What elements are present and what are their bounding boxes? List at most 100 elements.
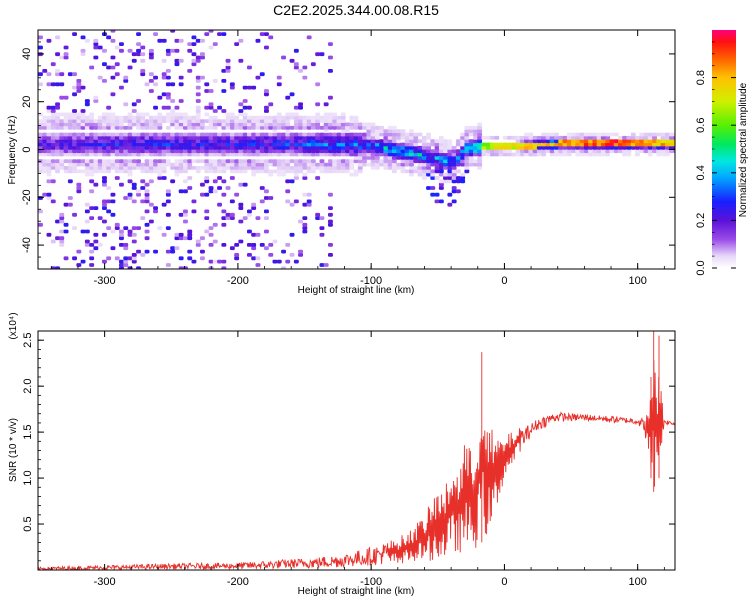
spectrogram-cell	[251, 159, 257, 164]
spectrogram-cell	[417, 149, 423, 154]
spectrogram-cell	[579, 132, 585, 137]
spectrogram-cell	[131, 256, 137, 261]
spectrogram-cell	[42, 169, 48, 174]
spectrogram-cell	[84, 115, 90, 120]
spectrogram-cell	[647, 142, 653, 147]
spectrogram-cell	[97, 119, 103, 123]
spectrogram-cell	[119, 135, 124, 140]
spectrogram-cell	[656, 142, 662, 147]
spectrogram-cell	[161, 169, 167, 174]
spectrogram-cell	[144, 169, 150, 174]
spectrogram-cell	[664, 135, 670, 140]
spectrogram-cell	[272, 159, 278, 164]
spectrogram-cell	[383, 145, 389, 150]
spectrogram-cell	[366, 145, 372, 150]
spectrogram-cell	[72, 112, 77, 117]
spectrogram-cell	[242, 125, 248, 130]
spectrogram-cell	[566, 139, 572, 144]
spectrogram-cell	[643, 145, 649, 150]
spectrogram-cell	[374, 132, 380, 137]
spectrogram-cell	[357, 149, 363, 154]
spectrogram-cell	[366, 129, 372, 133]
spectrogram-y-tick-label: -20	[21, 189, 33, 205]
spectrogram-cell	[370, 162, 376, 167]
spectrogram-cell	[460, 152, 466, 157]
spectrogram-cell	[63, 95, 69, 100]
spectrogram-cell	[229, 85, 235, 90]
spectrogram-cell	[524, 149, 529, 154]
spectrogram-cell	[562, 135, 568, 140]
spectrogram-cell	[349, 166, 355, 170]
spectrogram-cell	[264, 115, 269, 120]
spectrogram-cell	[400, 142, 406, 147]
spectrogram-cell	[357, 169, 363, 174]
spectrogram-cell	[259, 162, 265, 167]
spectrogram-cell	[42, 135, 48, 140]
spectrogram-cell	[131, 162, 137, 167]
spectrogram-cell	[362, 135, 367, 140]
spectrogram-cell	[80, 159, 86, 164]
spectrogram-cell	[191, 115, 197, 120]
spectrogram-cell	[387, 145, 393, 150]
spectrogram-cell	[247, 253, 252, 257]
spectrogram-cell	[293, 62, 299, 67]
spectrogram-cell	[89, 169, 95, 174]
spectrogram-cell	[630, 132, 636, 137]
spectrogram-cell	[225, 152, 231, 157]
spectrogram-cell	[430, 186, 436, 190]
spectrogram-cell	[259, 132, 265, 137]
spectrogram-cell	[200, 135, 205, 140]
spectrogram-cell	[357, 162, 363, 167]
spectrogram-cell	[276, 75, 282, 80]
spectrogram-cell	[187, 119, 193, 123]
spectrogram-cell	[234, 149, 240, 154]
spectrogram-cell	[102, 166, 107, 170]
spectrogram-cell	[50, 112, 56, 117]
spectrogram-cell	[76, 149, 82, 154]
spectrogram-cell	[391, 149, 397, 154]
spectrogram-cell	[234, 142, 240, 147]
spectrogram-cell	[409, 166, 414, 170]
spectrogram-cell	[293, 159, 299, 164]
spectrogram-cell	[89, 256, 95, 261]
spectrogram-cell	[455, 159, 461, 164]
spectrogram-cell	[434, 139, 440, 144]
spectrogram-cell	[93, 246, 99, 251]
spectrogram-cell	[80, 169, 86, 174]
spectrogram-cell	[464, 149, 470, 154]
spectrogram-cell	[55, 135, 60, 140]
spectrogram-cell	[153, 119, 158, 123]
spectrogram-cell	[379, 149, 385, 154]
spectrogram-cell	[285, 132, 291, 137]
spectrogram-cell	[247, 145, 252, 150]
spectrogram-cell	[127, 152, 133, 157]
spectrogram-cell	[464, 156, 470, 160]
spectrogram-cell	[349, 135, 355, 140]
spectrogram-cell	[255, 75, 261, 80]
spectrogram-cell	[285, 179, 291, 184]
spectrogram-cell	[170, 139, 176, 144]
spectrogram-cell	[276, 169, 282, 174]
spectrogram-cell	[605, 139, 611, 144]
spectrogram-cell	[319, 132, 325, 137]
spectrogram-cell	[289, 152, 295, 157]
spectrogram-cell	[434, 159, 440, 164]
spectrogram-cell	[421, 176, 427, 180]
spectrogram-cell	[349, 162, 355, 167]
spectrogram-cell	[558, 152, 564, 157]
spectrogram-cell	[221, 222, 227, 227]
spectrogram-cell	[306, 35, 312, 40]
spectrogram-cell	[106, 152, 112, 157]
spectrogram-cell	[148, 132, 154, 137]
spectrogram-cell	[106, 65, 112, 70]
spectrogram-cell	[298, 115, 303, 120]
spectrogram-cell	[673, 132, 675, 137]
spectrogram-cell	[255, 263, 261, 267]
spectrogram-cell	[575, 145, 581, 150]
spectrogram-cell	[566, 145, 572, 150]
spectrogram-cell	[106, 142, 112, 147]
spectrogram-cell	[379, 132, 385, 137]
spectrogram-cell	[417, 166, 423, 170]
spectrogram-cell	[528, 135, 534, 140]
spectrogram-cell	[315, 145, 321, 150]
